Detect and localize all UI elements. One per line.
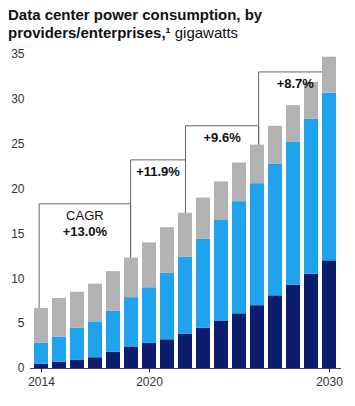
svg-text:2030: 2030 xyxy=(316,375,343,389)
svg-text:15: 15 xyxy=(11,227,25,241)
html-text:Data center power consumption,: Data center power consumption, by provid… xyxy=(8,6,263,41)
svg-text:30: 30 xyxy=(11,92,25,106)
svg-text:35: 35 xyxy=(11,47,25,61)
svg-text:2020: 2020 xyxy=(136,375,163,389)
svg-text:25: 25 xyxy=(11,137,25,151)
svg-text:10: 10 xyxy=(11,272,25,286)
svg-text:+11.9%: +11.9% xyxy=(136,164,180,179)
svg-text:0: 0 xyxy=(18,361,25,375)
svg-text:+8.7%: +8.7% xyxy=(277,76,315,91)
svg-text:CAGR+13.0%: CAGR+13.0% xyxy=(63,208,108,239)
svg-text:2014: 2014 xyxy=(28,375,55,389)
svg-text:+9.6%: +9.6% xyxy=(203,130,241,145)
svg-text:5: 5 xyxy=(18,316,25,330)
svg-text:20: 20 xyxy=(11,182,25,196)
